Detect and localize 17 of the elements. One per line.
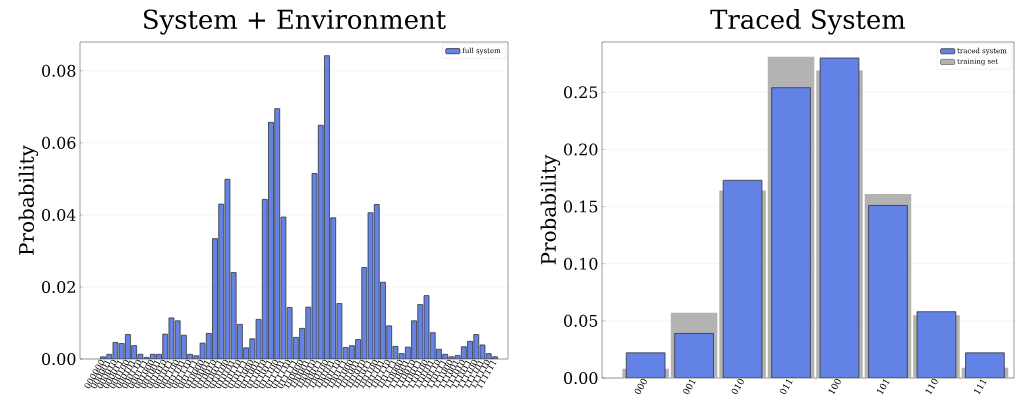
- y-tick-label: 0.05: [564, 314, 598, 327]
- y-tick-label: 0.25: [564, 86, 598, 99]
- y-axis-title: Probability: [540, 154, 561, 265]
- x-tick-label: 001: [683, 379, 696, 395]
- y-tick-label: 0.20: [564, 143, 598, 156]
- y-axis-title: Probability: [18, 145, 39, 255]
- y-tick-label: 0.00: [42, 352, 76, 366]
- y-tick-label: 0.15: [564, 200, 598, 213]
- y-tick-label: 0.10: [564, 257, 598, 270]
- y-tick-label: 0.00: [564, 371, 598, 385]
- y-tick-label: 0.08: [42, 64, 76, 77]
- chart-title: System + Environment: [144, 9, 446, 35]
- chart-title: Traced System: [710, 9, 906, 35]
- y-tick-label: 0.04: [42, 208, 76, 221]
- x-tick-label: 011: [780, 379, 793, 395]
- y-tick-label: 0.06: [42, 136, 76, 149]
- y-tick-label: 0.02: [42, 280, 75, 293]
